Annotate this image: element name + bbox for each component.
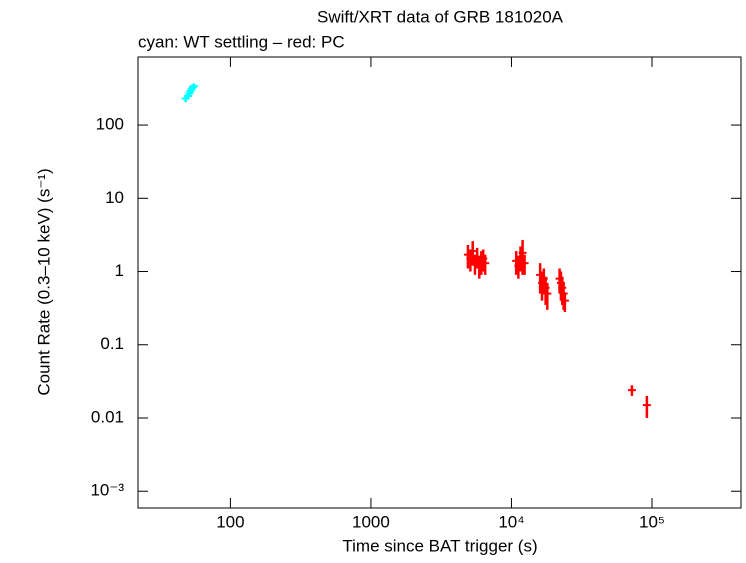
x-tick-label: 10⁵ xyxy=(639,512,665,531)
y-tick-label: 10⁻³ xyxy=(90,481,124,500)
y-tick-label: 1 xyxy=(115,261,124,280)
y-tick-label: 10 xyxy=(105,188,124,207)
plot-frame xyxy=(137,56,742,509)
chart-title: Swift/XRT data of GRB 181020A xyxy=(317,7,564,26)
y-axis-label: Count Rate (0.3–10 keV) (s⁻¹) xyxy=(34,168,53,395)
chart-subtitle: cyan: WT settling – red: PC xyxy=(138,32,345,51)
y-tick-label: 0.01 xyxy=(91,407,124,426)
x-axis-label: Time since BAT trigger (s) xyxy=(342,536,537,555)
x-tick-label: 10⁴ xyxy=(498,512,524,531)
x-tick-label: 100 xyxy=(216,512,244,531)
x-tick-label: 1000 xyxy=(352,512,390,531)
y-tick-label: 0.1 xyxy=(100,334,124,353)
y-tick-label: 100 xyxy=(96,115,124,134)
